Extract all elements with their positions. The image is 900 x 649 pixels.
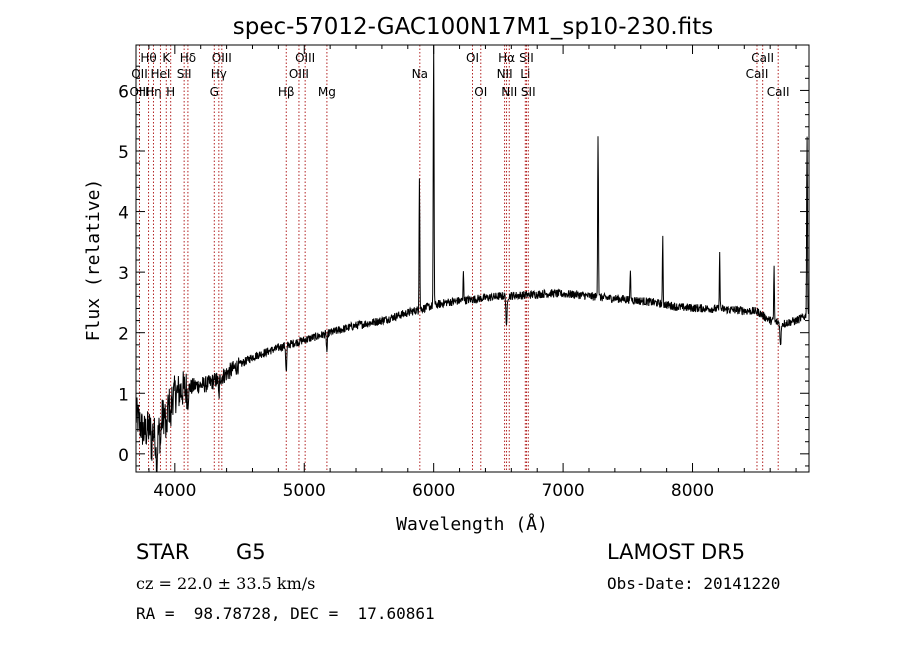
line-marker-label: Hδ	[180, 51, 196, 65]
line-marker-label: NII	[497, 67, 513, 81]
line-marker-label: Hγ	[211, 67, 227, 81]
y-tick-label: 3	[118, 264, 129, 284]
line-marker-label: Li	[520, 67, 530, 81]
y-tick-label: 6	[118, 82, 129, 102]
x-axis-label: Wavelength (Å)	[396, 513, 548, 535]
coordinates: RA = 98.78728, DEC = 17.60861	[136, 604, 435, 623]
y-tick-label: 4	[118, 204, 129, 224]
spectrum-line	[135, 44, 810, 473]
line-marker-label: H	[166, 85, 175, 99]
line-marker-label: HeI	[150, 67, 170, 81]
survey-name: LAMOST DR5	[607, 540, 746, 564]
line-marker-label: Hα	[498, 51, 515, 65]
line-marker-label: K	[162, 51, 171, 65]
line-marker-label: CaII	[746, 67, 769, 81]
line-marker-label: OIII	[289, 67, 309, 81]
y-tick-label: 5	[118, 143, 129, 163]
line-marker-label: G	[210, 85, 219, 99]
line-marker-label: OIII	[129, 85, 149, 99]
x-tick-label: 5000	[283, 481, 326, 501]
x-tick-label: 6000	[412, 481, 455, 501]
line-marker-label: Na	[412, 67, 428, 81]
y-tick-label: 0	[118, 446, 129, 466]
line-marker-label: OI	[466, 51, 479, 65]
axis-ticks: 4000 5000 6000 7000 8000 0 1 2 3 4 5 6	[118, 45, 809, 501]
line-marker-label: CaII	[751, 51, 774, 65]
line-marker-label: Hθ	[140, 51, 156, 65]
object-class: STAR	[136, 540, 190, 564]
x-tick-label: 8000	[671, 481, 714, 501]
object-subclass: G5	[236, 540, 266, 564]
line-marker-label: NII	[501, 85, 517, 99]
chart-title: spec-57012-GAC100N17M1_sp10-230.fits	[233, 14, 713, 40]
y-tick-label: 2	[118, 325, 129, 345]
line-marker-label: SII	[521, 85, 536, 99]
line-marker-label: OII	[131, 67, 148, 81]
line-marker-label: Mg	[318, 85, 336, 99]
y-axis-label: Flux (relative)	[83, 179, 104, 342]
line-marker-label: CaII	[767, 85, 790, 99]
x-tick-label: 7000	[541, 481, 584, 501]
obs-date: Obs-Date: 20141220	[607, 574, 781, 593]
line-marker-label: Hη	[145, 85, 162, 99]
y-tick-label: 1	[118, 385, 129, 405]
line-marker-label: OI	[474, 85, 487, 99]
line-marker-label: SII	[177, 67, 192, 81]
line-marker-label: Hβ	[278, 85, 295, 99]
line-marker-label: OIII	[212, 51, 232, 65]
x-tick-label: 4000	[153, 481, 196, 501]
axes	[135, 44, 810, 473]
plot-frame	[135, 44, 810, 473]
line-marker-label: OIII	[295, 51, 315, 65]
redshift-cz: cz = 22.0 ± 33.5 km/s	[136, 574, 316, 593]
line-marker-label: SII	[519, 51, 534, 65]
